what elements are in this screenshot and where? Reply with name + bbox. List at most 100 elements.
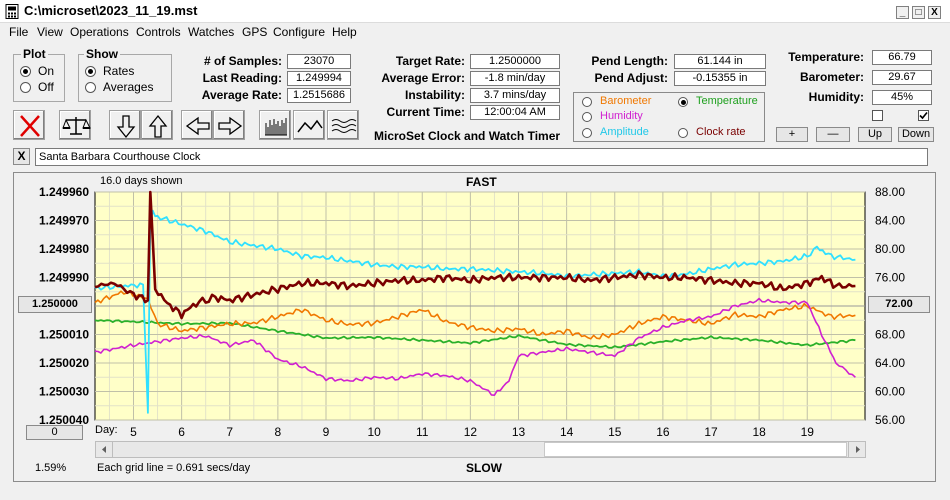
average-error-label: Average Error: xyxy=(381,71,465,85)
barometer-radio[interactable] xyxy=(582,97,592,107)
line-graph-button[interactable] xyxy=(293,110,325,140)
temperature-label: Temperature: xyxy=(788,50,864,64)
y-left-tick-label: 1.249990 xyxy=(39,271,89,285)
pend-length-label: Pend Length: xyxy=(591,54,668,68)
app-caption: MicroSet Clock and Watch Timer xyxy=(374,129,561,143)
x-tick-label: 7 xyxy=(226,425,233,439)
rate-series-line xyxy=(94,190,856,320)
plot-group-title: Plot xyxy=(21,47,48,61)
humidity-option: Humidity xyxy=(600,110,643,122)
averages-radio[interactable] xyxy=(85,82,96,93)
bar-graph-icon xyxy=(265,118,287,136)
percent-label: 1.59% xyxy=(35,462,67,474)
rate-chart: 5 6 7 8 9 10 11 12 13 14 15 16 17 18 19 1.249960 88.00 1.… xyxy=(39,185,905,439)
scroll-right-button[interactable] xyxy=(213,110,245,140)
minimize-button[interactable]: _ xyxy=(896,6,909,19)
plus-button[interactable]: + xyxy=(776,127,808,142)
clear-name-button[interactable]: X xyxy=(13,148,30,165)
y-left-tick-label: 1.249980 xyxy=(39,242,89,256)
average-rate-label: Average Rate: xyxy=(201,88,282,102)
down-button[interactable]: Down xyxy=(898,127,934,142)
slow-label: SLOW xyxy=(466,461,502,475)
balance-button[interactable] xyxy=(59,110,91,140)
menu-file[interactable]: File xyxy=(9,25,29,39)
scroll-up-button[interactable] xyxy=(141,110,173,140)
y-right-tick-label: 80.00 xyxy=(875,242,905,256)
rates-radio[interactable] xyxy=(85,66,96,77)
pend-adjust-label: Pend Adjust: xyxy=(594,71,668,85)
y-right-tick-label: 84.00 xyxy=(875,214,905,228)
average-error-value: -1.8 min/day xyxy=(470,71,560,86)
clock-name-field[interactable]: Santa Barbara Courthouse Clock xyxy=(35,148,928,166)
barometer-label: Barometer: xyxy=(799,70,864,84)
center-rate-button[interactable]: 1.250000 xyxy=(18,296,92,313)
average-rate-value: 1.2515686 xyxy=(287,88,351,103)
scroll-down-button[interactable] xyxy=(109,110,141,140)
triangle-left-icon xyxy=(102,446,106,453)
x-tick-label: 5 xyxy=(130,425,137,439)
menu-watches[interactable]: Watches xyxy=(188,25,235,39)
up-button[interactable]: Up xyxy=(858,127,892,142)
target-rate-value: 1.2500000 xyxy=(470,54,560,69)
menu-operations[interactable]: Operations xyxy=(70,25,129,39)
scroll-left-button[interactable] xyxy=(181,110,213,140)
plot-group: Plot On Off xyxy=(13,47,65,102)
x-tick-label: 13 xyxy=(512,425,526,439)
averages-label: Averages xyxy=(103,80,154,94)
close-button[interactable]: X xyxy=(928,6,941,19)
temperature-series-line xyxy=(94,319,856,349)
plot-off-label: Off xyxy=(38,80,54,94)
y-left-tick-label: 1.250010 xyxy=(39,328,89,342)
env-checkbox-2[interactable] xyxy=(918,110,929,121)
clock-rate-option: Clock rate xyxy=(696,126,746,138)
balance-scale-icon xyxy=(62,117,91,135)
last-reading-value: 1.249994 xyxy=(287,71,351,86)
triangle-right-icon xyxy=(856,446,860,453)
scroll-right-arrow[interactable] xyxy=(848,442,865,457)
scroll-thumb[interactable] xyxy=(544,442,847,457)
plot-on-radio[interactable] xyxy=(20,66,31,77)
amplitude-radio[interactable] xyxy=(582,128,592,138)
scroll-left-arrow[interactable] xyxy=(96,442,113,457)
maximize-button[interactable]: □ xyxy=(912,6,925,19)
bar-graph-button[interactable] xyxy=(259,110,291,140)
humidity-radio[interactable] xyxy=(582,112,592,122)
x-tick-label: 9 xyxy=(323,425,330,439)
x-tick-label: 19 xyxy=(801,425,815,439)
horizontal-scrollbar[interactable] xyxy=(95,441,866,458)
app-icon xyxy=(5,4,19,19)
sensor-select-group: Barometer Temperature Humidity Amplitude… xyxy=(573,92,765,142)
wave-graph-button[interactable] xyxy=(327,110,359,140)
menu-bar: File View Operations Controls Watches GP… xyxy=(0,23,950,43)
arrow-right-icon xyxy=(218,116,243,136)
amplitude-option: Amplitude xyxy=(600,126,649,138)
humidity-label: Humidity: xyxy=(808,90,864,104)
temperature-value: 66.79 xyxy=(872,50,932,65)
wave-lines-icon xyxy=(331,119,357,133)
days-shown-label: 16.0 days shown xyxy=(100,175,183,187)
minus-button[interactable]: — xyxy=(816,127,850,142)
day-offset-button[interactable]: 0 xyxy=(26,425,83,440)
y-right-tick-label: 76.00 xyxy=(875,271,905,285)
menu-gps[interactable]: GPS xyxy=(242,25,268,39)
x-tick-label: 11 xyxy=(416,425,429,439)
barometer-series-line xyxy=(94,289,856,340)
menu-configure[interactable]: Configure xyxy=(273,25,326,39)
menu-help[interactable]: Help xyxy=(332,25,357,39)
center-right-button[interactable]: 72.00 xyxy=(868,296,930,313)
y-left-tick-label: 1.250030 xyxy=(39,385,89,399)
menu-controls[interactable]: Controls xyxy=(136,25,181,39)
stop-button[interactable] xyxy=(13,110,45,140)
x-tick-label: 14 xyxy=(560,425,574,439)
temperature-radio[interactable] xyxy=(678,97,688,107)
arrow-left-icon xyxy=(185,116,210,136)
x-tick-label: 10 xyxy=(367,425,381,439)
y-left-tick-label: 1.250020 xyxy=(39,356,89,370)
plot-off-radio[interactable] xyxy=(20,82,31,93)
x-tick-label: 18 xyxy=(752,425,766,439)
x-tick-label: 16 xyxy=(656,425,670,439)
env-checkbox-1[interactable] xyxy=(872,110,883,121)
menu-view[interactable]: View xyxy=(37,25,63,39)
clock-rate-radio[interactable] xyxy=(678,128,688,138)
grid-note: Each grid line = 0.691 secs/day xyxy=(97,462,251,474)
